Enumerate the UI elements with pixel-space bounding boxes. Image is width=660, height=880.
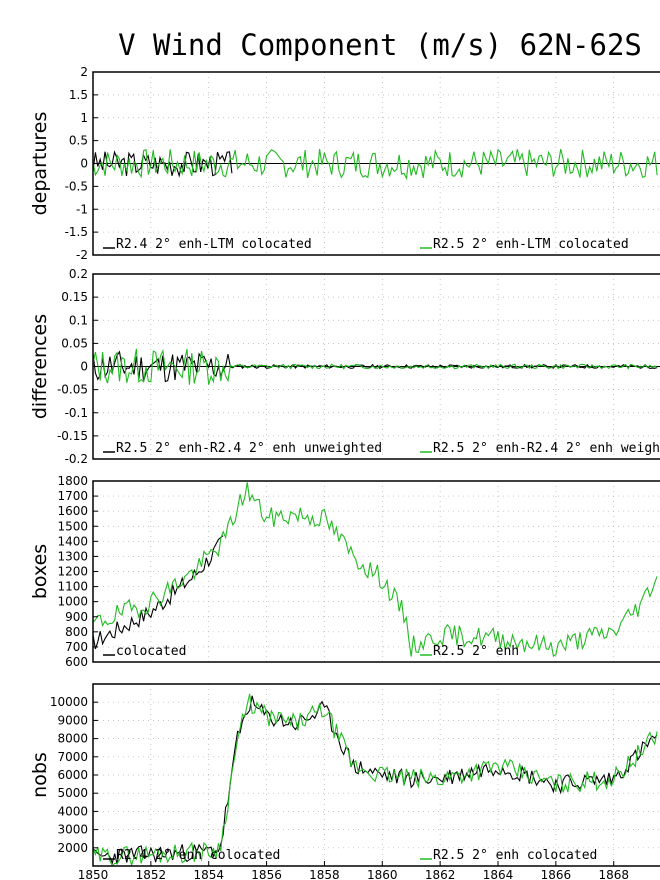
y-axis-label: boxes bbox=[29, 544, 51, 599]
panel-differences: -0.2 -0.15 -0.1 -0.05 0 0.05 0.1 0.15 0.2 differe… bbox=[29, 267, 660, 466]
y-tick-label: 1400 bbox=[57, 534, 88, 548]
y-tick-label: -0.5 bbox=[65, 179, 88, 193]
panel-departures: -2 -1.5 -1 -0.5 0 0.5 1 1.5 2 departures R2.4 2° e… bbox=[29, 65, 660, 262]
y-tick-label: 2 bbox=[80, 65, 88, 79]
y-tick-label: 1100 bbox=[57, 580, 88, 594]
x-tick-label: 1864 bbox=[483, 868, 514, 880]
y-tick-label: 900 bbox=[65, 610, 88, 624]
y-tick-label: 2000 bbox=[57, 841, 88, 855]
y-tick-label: 0.05 bbox=[61, 336, 88, 350]
y-tick-label: 1300 bbox=[57, 549, 88, 563]
y-tick-label: -0.05 bbox=[57, 383, 88, 397]
y-tick-label: -1.5 bbox=[65, 225, 88, 239]
series-line-b bbox=[92, 482, 658, 658]
legend-label: R2.5 2° enh colocated bbox=[433, 848, 597, 863]
y-tick-label: 600 bbox=[65, 655, 88, 669]
y-axis-label: differences bbox=[29, 314, 51, 419]
y-tick-label: -0.1 bbox=[65, 406, 88, 420]
y-tick-label: 3000 bbox=[57, 823, 88, 837]
y-tick-label: 1800 bbox=[57, 474, 88, 488]
panel-nobs: 2000 3000 4000 5000 6000 7000 8000 9000 10000 nob… bbox=[29, 683, 660, 880]
y-tick-label: 0.1 bbox=[69, 313, 88, 327]
y-tick-label: 1200 bbox=[57, 565, 88, 579]
y-tick-label: 1 bbox=[80, 111, 88, 125]
y-tick-label: 9000 bbox=[57, 713, 88, 727]
x-tick-label: 1866 bbox=[541, 868, 572, 880]
y-tick-label: 1500 bbox=[57, 519, 88, 533]
y-tick-label: 800 bbox=[65, 625, 88, 639]
y-axis-label: departures bbox=[29, 112, 51, 216]
y-tick-label: 4000 bbox=[57, 804, 88, 818]
y-tick-label: 1700 bbox=[57, 489, 88, 503]
series-line-b bbox=[92, 348, 658, 385]
y-tick-label: 6000 bbox=[57, 768, 88, 782]
x-tick-label: 1852 bbox=[136, 868, 167, 880]
y-tick-label: 1000 bbox=[57, 595, 88, 609]
x-tick-label: 1856 bbox=[251, 868, 282, 880]
y-tick-label: 1600 bbox=[57, 504, 88, 518]
y-tick-label: 10000 bbox=[50, 695, 88, 709]
y-tick-label: -2 bbox=[76, 248, 88, 262]
legend-label: R2.4 2° enh colocated bbox=[116, 848, 280, 863]
y-tick-label: -0.2 bbox=[65, 452, 88, 466]
y-tick-label: -0.15 bbox=[57, 429, 88, 443]
y-tick-label: 0 bbox=[80, 360, 88, 374]
legend-label: R2.4 2° enh-LTM colocated bbox=[116, 237, 312, 252]
legend-label: colocated bbox=[116, 644, 186, 659]
x-tick-label: 1850 bbox=[78, 868, 109, 880]
x-tick-label: 1860 bbox=[367, 868, 398, 880]
series-line-b bbox=[92, 148, 658, 180]
legend-label: R2.5 2° enh-LTM colocated bbox=[433, 237, 629, 252]
y-tick-label: 700 bbox=[65, 640, 88, 654]
y-tick-label: 5000 bbox=[57, 786, 88, 800]
y-tick-label: 0 bbox=[80, 157, 88, 171]
y-tick-label: 7000 bbox=[57, 750, 88, 764]
y-axis-label: nobs bbox=[29, 752, 51, 798]
series-line-b bbox=[92, 693, 658, 868]
chart-title: V Wind Component (m/s) 62N-62S bbox=[118, 28, 642, 62]
y-tick-label: 1.5 bbox=[69, 88, 88, 102]
x-tick-label: 1868 bbox=[598, 868, 629, 880]
x-tick-label: 1858 bbox=[309, 868, 340, 880]
y-tick-label: -1 bbox=[76, 202, 88, 216]
series-line-a bbox=[92, 535, 224, 650]
x-tick-label: 1862 bbox=[425, 868, 456, 880]
legend-label: R2.5 2° enh-R2.4 2° enh weighte bbox=[433, 441, 660, 456]
series-line-a bbox=[92, 695, 658, 865]
y-tick-label: 8000 bbox=[57, 732, 88, 746]
x-tick-label: 1854 bbox=[193, 868, 224, 880]
legend-label: R2.5 2° enh bbox=[433, 644, 519, 659]
legend-label: R2.5 2° enh-R2.4 2° enh unweighted bbox=[116, 441, 382, 456]
y-tick-label: 0.5 bbox=[69, 134, 88, 148]
y-tick-label: 0.2 bbox=[69, 267, 88, 281]
y-tick-label: 0.15 bbox=[61, 290, 88, 304]
